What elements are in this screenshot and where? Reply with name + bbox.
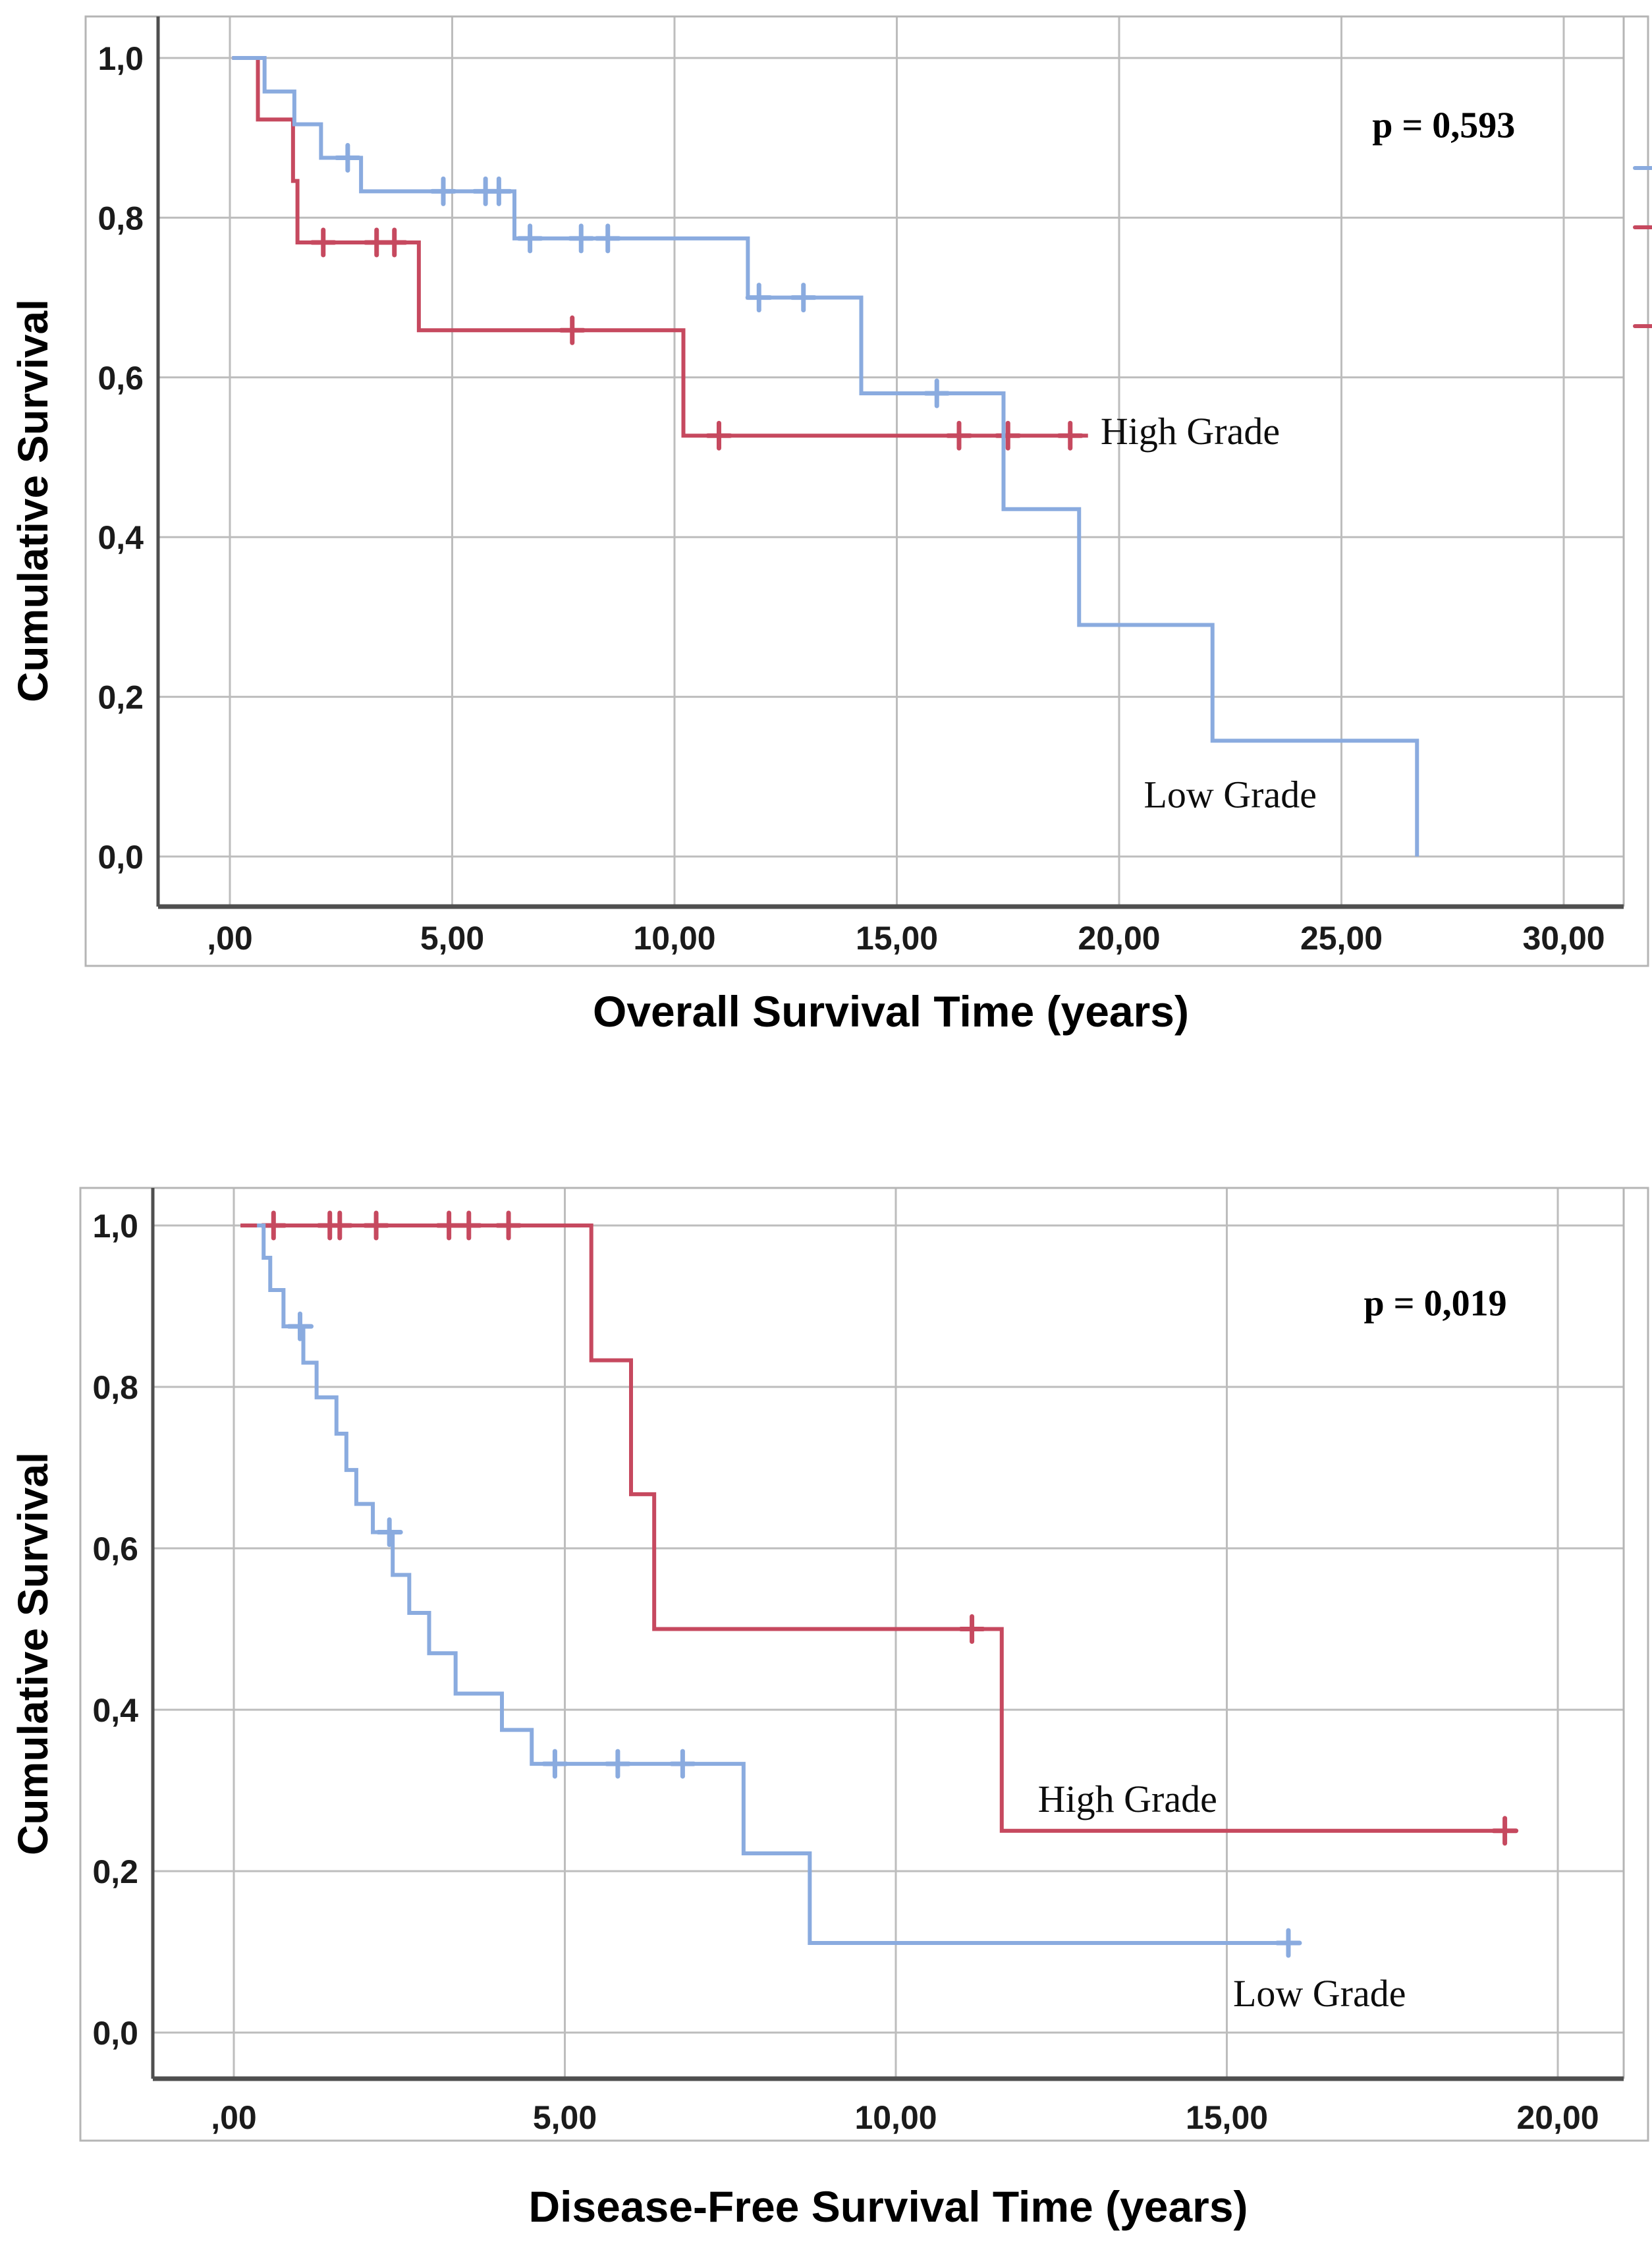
high-grade-label: High Grade [1101,410,1280,453]
y-tick-label: 0,0 [92,2015,138,2052]
high-grade-censor-marks [260,1210,1519,1846]
y-tick-label: 0,8 [92,1369,138,1406]
low-grade-censor-marks [334,143,950,408]
low-grade-label: Low Grade [1233,1972,1406,2015]
x-tick-label: ,00 [207,920,253,957]
y-tick-label: 0,2 [92,1853,138,1890]
y-axis-title: Cumulative Survival [9,1452,57,1855]
x-tick-label: 20,00 [1078,920,1160,957]
low-grade-censor-marks [287,1311,1302,1958]
x-tick-label: 15,00 [856,920,938,957]
y-axis-title: Cumulative Survival [9,299,57,702]
low-grade-curve [232,56,1419,857]
p-value-annotation: p = 0,019 [1364,1283,1507,1324]
y-tick-label: 0,0 [97,839,144,876]
high-grade-curve [240,1223,1515,1833]
high-grade-curve [232,56,1088,438]
x-tick-label: ,00 [211,2099,257,2136]
y-tick-label: 0,6 [97,360,144,397]
overall-survival-chart: 0,0 0,2 0,4 0,6 0,8 1,0 ,00 5,00 10,00 15,00 20,00… [9,15,1652,1036]
y-tick-label: 1,0 [97,40,144,77]
x-tick-label: 10,00 [854,2099,937,2136]
y-tick-label: 1,0 [92,1208,138,1245]
low-grade-label: Low Grade [1143,773,1317,816]
x-tick-label: 5,00 [533,2099,597,2136]
y-tick-label: 0,4 [97,519,144,556]
high-grade-censor-marks [310,227,1084,451]
y-tick-label: 0,8 [97,200,144,237]
x-tick-label: 25,00 [1300,920,1383,957]
chart-outer-box [84,15,1649,967]
x-tick-label: 30,00 [1522,920,1605,957]
y-tick-label: 0,4 [92,1692,138,1729]
low-grade-curve [257,1223,1290,1946]
x-tick-label: 20,00 [1516,2099,1599,2136]
disease-free-survival-chart: 0,0 0,2 0,4 0,6 0,8 1,0 ,00 5,00 10,00 15,00 20,00… [9,1187,1649,2231]
x-axis-title: Disease-Free Survival Time (years) [528,2182,1248,2231]
x-tick-label: 5,00 [420,920,484,957]
x-axis-title: Overall Survival Time (years) [593,987,1189,1036]
y-tick-label: 0,6 [92,1531,138,1567]
y-tick-label: 0,2 [97,679,144,716]
p-value-annotation: p = 0,593 [1372,105,1515,146]
x-tick-label: 10,00 [633,920,715,957]
chart-outer-box [79,1187,1649,2142]
high-grade-label: High Grade [1038,1778,1217,1820]
x-tick-label: 15,00 [1186,2099,1268,2136]
